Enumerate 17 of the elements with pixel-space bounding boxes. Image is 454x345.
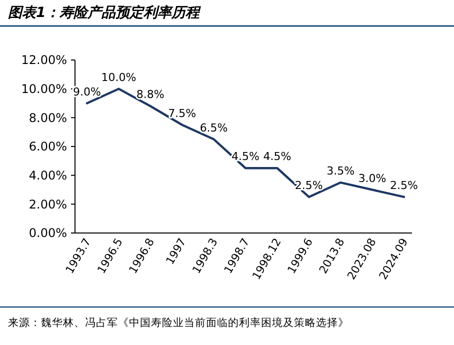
data-label: 7.5% <box>168 106 196 120</box>
data-label: 10.0% <box>101 70 136 84</box>
y-tick-label: 10.00% <box>21 82 67 96</box>
y-tick-label: 4.00% <box>28 168 67 183</box>
data-label: 6.5% <box>200 121 228 134</box>
y-tick-label: 8.00% <box>28 110 67 125</box>
y-tick-label: 2.00% <box>28 197 67 212</box>
data-label: 2.5% <box>390 178 418 192</box>
y-tick-label: 12.00% <box>21 53 67 68</box>
data-label: 3.5% <box>326 164 355 178</box>
y-tick-label: 0.00% <box>28 226 67 240</box>
data-label: 4.5% <box>263 150 292 164</box>
data-label: 8.8% <box>136 88 164 102</box>
chart-title: 图表1：寿险产品预定利率历程 <box>8 4 202 21</box>
source-note: 来源：魏华林、冯占军《中国寿险业当前面临的利率困境及策略选择》 <box>8 316 349 329</box>
y-tick-label: 6.00% <box>28 140 67 154</box>
data-label: 3.0% <box>358 172 386 185</box>
